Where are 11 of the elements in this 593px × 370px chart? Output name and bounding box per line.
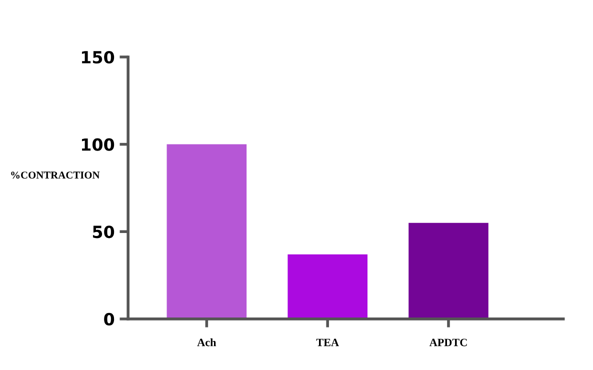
- x-tick-label: TEA: [316, 338, 339, 346]
- y-tick-label: 50: [92, 226, 114, 238]
- y-tick-label: 100: [82, 138, 114, 151]
- y-tick-label: 0: [104, 312, 114, 326]
- x-tick-label: APDTC: [429, 338, 467, 346]
- y-axis-title: %CONTRACTION: [11, 172, 100, 179]
- x-tick-label: Ach: [197, 338, 216, 346]
- bar: [408, 222, 488, 319]
- y-tick-label: 150: [82, 50, 114, 64]
- bar: [166, 144, 247, 319]
- bar: [288, 254, 368, 319]
